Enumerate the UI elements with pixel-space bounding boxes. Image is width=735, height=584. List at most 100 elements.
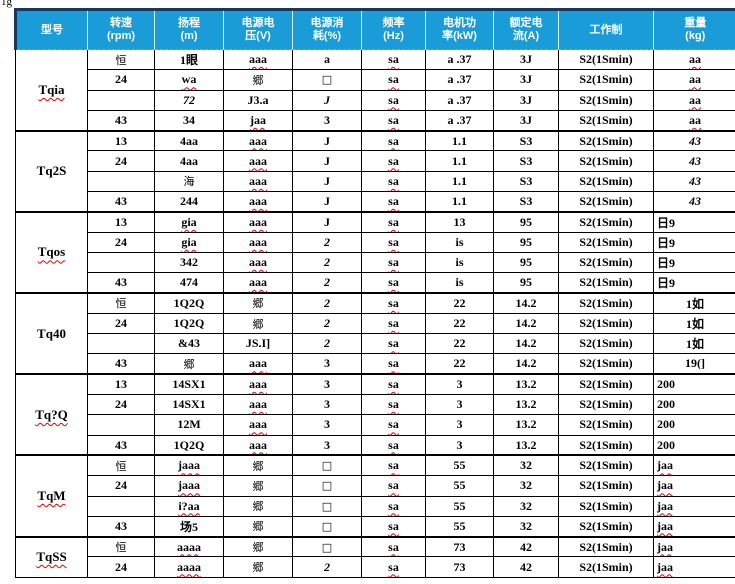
table-cell: □: [292, 69, 362, 91]
table-cell: J3.a: [223, 89, 293, 111]
table-cell: 12M: [154, 414, 224, 436]
table-cell: 43: [87, 515, 155, 538]
table-cell: jaa: [653, 495, 735, 517]
table-cell: 2: [292, 312, 362, 335]
table-cell: aaa: [223, 129, 293, 152]
table-cell: 42: [493, 535, 559, 558]
table-cell: sa: [361, 353, 426, 375]
table-cell: aa: [653, 48, 735, 71]
table-cell: 1.1: [425, 129, 494, 152]
table-cell: S2(1Smin): [558, 129, 654, 152]
table-cell: 场5: [154, 515, 224, 538]
header-cell-1: 型号: [14, 8, 88, 50]
table-cell: 13.2: [493, 434, 559, 456]
table-cell: 95: [493, 272, 559, 294]
table-cell: aaa: [223, 394, 293, 416]
table-cell: 1Q2Q: [154, 312, 224, 335]
table-cell: 郷: [223, 475, 293, 497]
table-cell: 郷: [223, 535, 293, 558]
table-cell: sa: [361, 535, 426, 558]
table-cell: S3: [493, 129, 559, 152]
table-row: 43 34 jaa 3 sa a .37 3J S2(1Smin) aa: [16, 109, 735, 132]
table-cell: S2(1Smin): [558, 475, 654, 497]
table-cell: S3: [493, 150, 559, 172]
table-cell: S2(1Smin): [558, 210, 654, 233]
table-cell: S2(1Smin): [558, 414, 654, 436]
table-cell: 244: [154, 191, 224, 213]
table-cell: 43: [87, 109, 155, 132]
corner-mark: 1g: [1, 0, 12, 8]
table-cell: 43: [653, 170, 735, 193]
header-cell-8: 额定电 流(A): [493, 8, 559, 50]
model-cell: Tqia: [15, 48, 88, 132]
table-cell: S2(1Smin): [558, 231, 654, 253]
table-cell: jaa: [653, 454, 735, 477]
table-cell: 3: [292, 109, 362, 132]
table-cell: 2: [292, 292, 362, 314]
spec-table-container: 型号 转速 (rpm) 扬程 (m) 电源电 压(V) 电源消 耗(%) 频率 (Hz) 电…: [14, 8, 735, 578]
table-cell: sa: [361, 515, 426, 538]
model-cell: TqSS: [15, 535, 88, 578]
header-cell-10: 重量 (kg): [653, 8, 735, 50]
table-cell: S2(1Smin): [558, 454, 654, 477]
table-cell: 72: [154, 89, 224, 111]
table-cell: 13: [87, 129, 155, 152]
table-cell: 恒: [87, 48, 155, 71]
table-row: TqSS 恒 aaaa 郷 □ sa 73 42 S2(1Smin) jaa: [15, 535, 735, 578]
table-cell: jaaa: [154, 475, 224, 497]
table-cell: 95: [493, 210, 559, 233]
table-cell: [87, 414, 155, 436]
header-cell-9: 工作制: [558, 8, 654, 50]
model-cell: Tq40: [15, 292, 88, 375]
table-cell: aaa: [223, 251, 293, 274]
table-cell: sa: [361, 48, 426, 71]
table-cell: S2(1Smin): [558, 48, 654, 71]
table-cell: sa: [361, 292, 426, 314]
table-cell: 24: [87, 475, 155, 497]
table-cell: S2(1Smin): [558, 373, 654, 396]
table-cell: S2(1Smin): [558, 353, 654, 375]
table-cell: 2: [292, 231, 362, 253]
table-cell: S2(1Smin): [558, 191, 654, 213]
table-cell: S2(1Smin): [558, 69, 654, 91]
table-cell: a .37: [425, 89, 494, 111]
table-cell: jaa: [653, 475, 735, 497]
table-cell: aaa: [223, 191, 293, 213]
table-cell: 14.2: [493, 353, 559, 375]
table-cell: 22: [425, 312, 494, 335]
table-row: 43 474 aaa 2 sa is 95 S2(1Smin) 日9: [16, 272, 735, 294]
table-cell: sa: [361, 333, 426, 355]
table-cell: 郷: [223, 556, 293, 578]
table-cell: 24: [87, 69, 155, 91]
table-cell: 1Q2Q: [154, 292, 224, 314]
table-body: Tqia 恒 1眼 aaa a sa a .37 3J S2(1Smin) aa 24 wa 郷 □ sa a…: [15, 48, 735, 578]
table-row: Tq40 恒 1Q2Q 郷 2 sa 22 14.2 S2(1Smin) 1如: [15, 292, 735, 375]
table-cell: 55: [425, 515, 494, 538]
table-cell: 55: [425, 454, 494, 477]
table-cell: 200: [653, 434, 735, 456]
table-cell: gia: [154, 210, 224, 233]
table-cell: S2(1Smin): [558, 109, 654, 132]
table-cell: 73: [425, 556, 494, 578]
table-cell: a .37: [425, 69, 494, 91]
table-cell: 1如: [653, 312, 735, 335]
table-cell: 200: [653, 394, 735, 416]
table-cell: 43: [87, 434, 155, 456]
table-cell: jaa: [653, 515, 735, 538]
table-row: 24 wa 郷 □ sa a .37 3J S2(1Smin) aa: [16, 69, 735, 91]
table-cell: aaa: [223, 272, 293, 294]
table-cell: 日9: [653, 272, 735, 294]
table-cell: J: [292, 129, 362, 152]
table-cell: 24: [87, 231, 155, 253]
model-cell: Tqos: [15, 210, 88, 294]
table-cell: 郷: [154, 353, 224, 375]
table-row: 43 1Q2Q aaa 3 sa 3 13.2 S2(1Smin) 200: [16, 434, 735, 456]
table-row: 12M aaa 3 sa 3 13.2 S2(1Smin) 200: [16, 414, 735, 436]
table-cell: S2(1Smin): [558, 333, 654, 355]
table-cell: 郷: [223, 292, 293, 314]
table-cell: 43: [87, 191, 155, 213]
table-cell: jaa: [223, 109, 293, 132]
table-cell: 24: [87, 394, 155, 416]
